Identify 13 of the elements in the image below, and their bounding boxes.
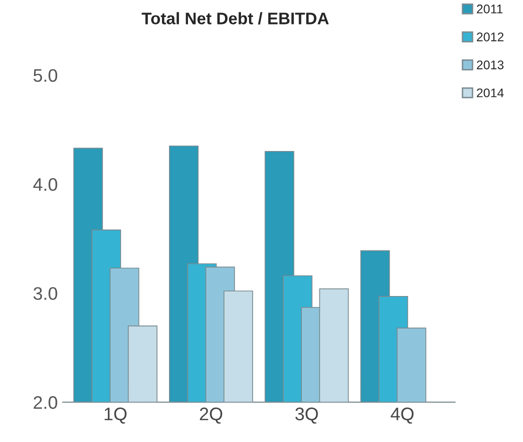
legend-label: 2011 xyxy=(476,4,503,14)
legend-label: 2012 xyxy=(476,32,504,42)
x-tick-label: 2Q xyxy=(200,408,222,424)
y-tick-label: 3.0 xyxy=(33,287,58,300)
x-tick-label: 4Q xyxy=(390,408,414,424)
x-tick-label: 1Q xyxy=(104,408,127,424)
chart-title: Total Net Debt / EBITDA xyxy=(142,12,329,25)
y-tick-label: 2.0 xyxy=(34,396,58,409)
y-tick-label: 5.0 xyxy=(34,69,58,82)
y-tick-label: 4.0 xyxy=(33,178,58,191)
legend-label: 2014 xyxy=(476,88,504,98)
legend-label: 2013 xyxy=(476,60,504,70)
x-tick-label: 3Q xyxy=(295,408,318,424)
